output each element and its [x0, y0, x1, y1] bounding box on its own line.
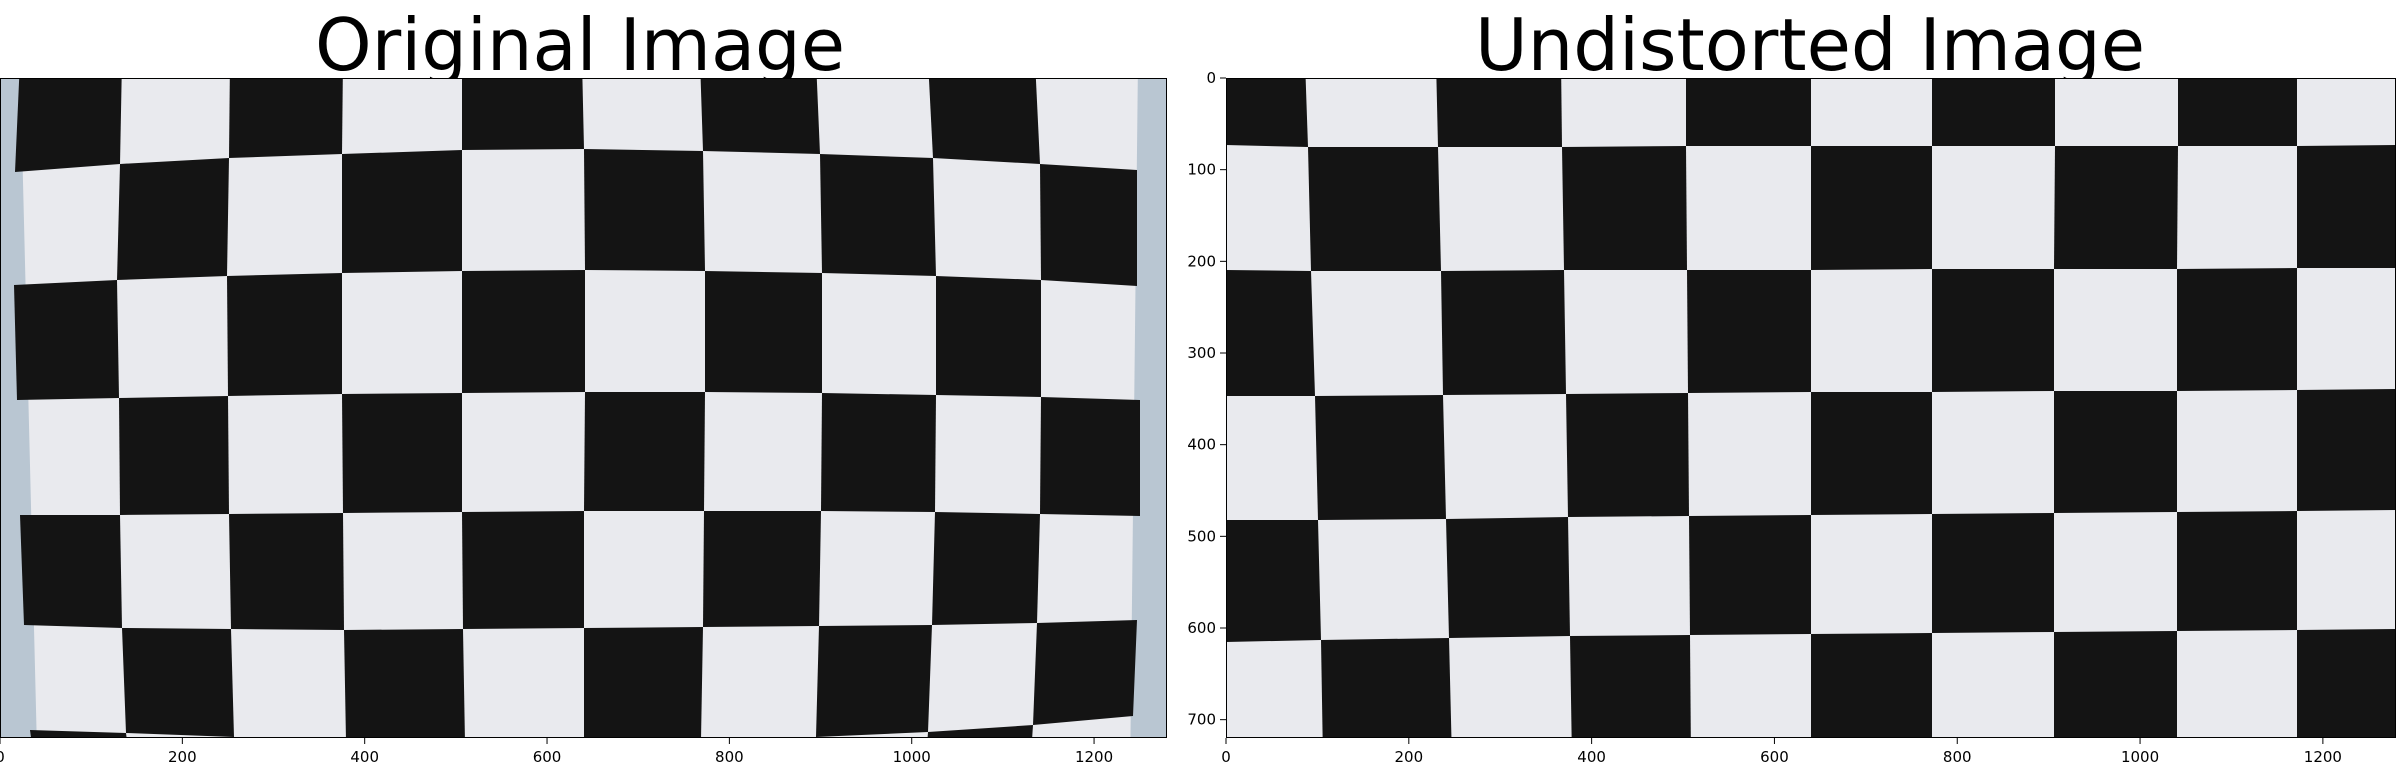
- dark-square: [705, 271, 822, 393]
- dark-square: [1321, 638, 1452, 738]
- dark-square: [234, 737, 262, 738]
- x-tick-label: 1200: [2304, 748, 2342, 766]
- x-tick-label: 400: [1577, 748, 1606, 766]
- dark-square: [1932, 513, 2054, 633]
- dark-square: [2297, 389, 2396, 511]
- image-frame: [0, 78, 1167, 738]
- y-tick-label: 200: [1187, 252, 1216, 270]
- dark-square: [1033, 620, 1137, 725]
- dark-square: [1570, 635, 1691, 738]
- dark-square: [229, 78, 343, 158]
- dark-square: [342, 150, 462, 273]
- dark-square: [1226, 270, 1315, 396]
- undistorted-image-panel: Undistorted Image 0 200 400 600 800 1000 12000…: [1187, 3, 2396, 766]
- dark-square: [1566, 393, 1689, 517]
- x-tick-label: 800: [1943, 748, 1972, 766]
- x-tick-label: 200: [1394, 748, 1423, 766]
- dark-square: [1811, 146, 1932, 270]
- dark-square: [20, 515, 122, 628]
- dark-square: [1436, 78, 1562, 147]
- dark-square: [462, 270, 585, 393]
- dark-square: [927, 725, 1033, 738]
- x-tick-label: 1200: [1075, 748, 1113, 766]
- undistorted-image-axis: 0 200 400 600 800 1000 1200 0 100 200 300 400 500 600…: [1187, 69, 2342, 766]
- x-tick-label: 0: [0, 748, 5, 766]
- dark-square: [2178, 78, 2297, 146]
- dark-square: [30, 730, 127, 738]
- x-tick-label: 800: [715, 748, 744, 766]
- original-image-axis: 0 200 400 600 800 1000 1200: [0, 738, 1113, 766]
- dark-square: [344, 629, 465, 738]
- dark-square: [1811, 392, 1932, 515]
- dark-square: [1932, 78, 2055, 146]
- x-tick-label: 1000: [2121, 748, 2159, 766]
- dark-square: [1226, 78, 1308, 147]
- dark-square: [1446, 517, 1570, 638]
- dark-square: [821, 393, 936, 512]
- y-tick-label: 300: [1187, 344, 1216, 362]
- dark-square: [700, 78, 820, 154]
- dark-square: [1562, 146, 1687, 270]
- dark-square: [15, 78, 122, 172]
- dark-square: [584, 392, 705, 511]
- dark-square: [2054, 146, 2178, 269]
- x-tick-label: 400: [350, 748, 379, 766]
- dark-square: [2297, 629, 2396, 738]
- dark-square: [2054, 391, 2177, 513]
- dark-square: [816, 625, 932, 737]
- undistorted-image-title: Undistorted Image: [1475, 3, 2145, 87]
- dark-square: [1689, 515, 1811, 635]
- dark-square: [1308, 147, 1441, 271]
- dark-square: [229, 513, 344, 630]
- x-tick-label: 0: [1221, 748, 1231, 766]
- dark-square: [14, 280, 119, 400]
- dark-square: [584, 627, 703, 738]
- dark-square: [462, 511, 584, 629]
- undistorted-image: [1226, 78, 2396, 738]
- x-tick-label: 200: [168, 748, 197, 766]
- x-tick-label: 600: [533, 748, 562, 766]
- dark-square: [122, 628, 234, 737]
- dark-square: [462, 78, 584, 150]
- dark-square: [1040, 164, 1137, 286]
- dark-square: [584, 149, 705, 271]
- y-tick-label: 400: [1187, 436, 1216, 454]
- dark-square: [936, 276, 1041, 397]
- dark-square: [703, 511, 821, 627]
- dark-square: [1226, 520, 1321, 642]
- dark-square: [227, 273, 342, 396]
- dark-square: [1687, 270, 1811, 393]
- dark-square: [1040, 397, 1140, 516]
- dark-square: [1315, 395, 1446, 520]
- dark-square: [2177, 268, 2297, 391]
- dark-square: [932, 512, 1040, 625]
- dark-square: [1686, 78, 1811, 146]
- y-tick-label: 700: [1187, 711, 1216, 729]
- dark-square: [928, 78, 1040, 164]
- x-tick-label: 1000: [893, 748, 931, 766]
- y-tick-label: 600: [1187, 619, 1216, 637]
- original-image-title: Original Image: [315, 3, 845, 87]
- dark-square: [2177, 511, 2297, 631]
- dark-square: [119, 396, 229, 515]
- dark-square: [2054, 631, 2177, 738]
- original-image-panel: Original Image 0 200 400 600 800 1000 1200: [0, 3, 1167, 776]
- original-image: [0, 78, 1167, 776]
- y-tick-label: 0: [1206, 69, 1216, 87]
- dark-square: [1811, 633, 1932, 738]
- x-tick-label: 600: [1760, 748, 1789, 766]
- dark-square: [342, 393, 462, 513]
- y-tick-label: 500: [1187, 527, 1216, 545]
- dark-square: [820, 154, 936, 276]
- dark-square: [2297, 145, 2396, 268]
- dark-square: [1441, 270, 1566, 395]
- dark-square: [117, 158, 229, 280]
- y-tick-label: 100: [1187, 161, 1216, 179]
- dark-square: [465, 742, 584, 776]
- dark-square: [1932, 269, 2054, 392]
